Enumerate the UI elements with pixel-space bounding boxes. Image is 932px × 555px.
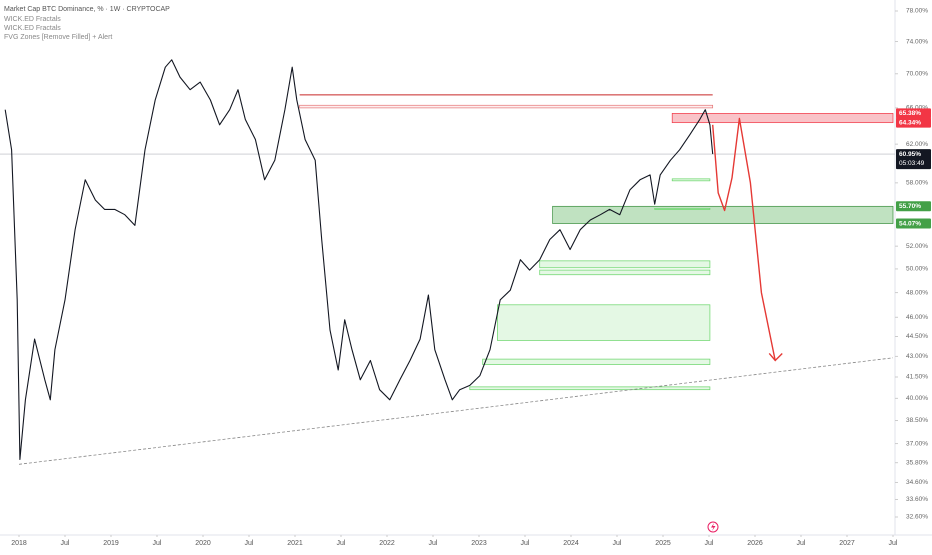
x-tick-label: 2019	[103, 540, 119, 547]
price-label: 55.70%	[899, 203, 921, 210]
projection-path	[712, 117, 776, 361]
y-tick-label: 37.00%	[906, 440, 928, 447]
x-tick-label: Jul	[429, 540, 438, 547]
x-tick-label: Jul	[613, 540, 622, 547]
price-label: 65.38%	[899, 110, 921, 117]
x-tick-label: 2021	[287, 540, 303, 547]
zone	[497, 304, 711, 341]
zone	[482, 358, 711, 365]
plot-layer	[0, 59, 895, 465]
y-tick-label: 41.50%	[906, 374, 928, 381]
y-tick-label: 66.00%	[906, 105, 928, 112]
x-tick-label: 2027	[839, 540, 855, 547]
event-icon-circle	[707, 521, 719, 533]
zone	[539, 260, 711, 269]
x-tick-label: Jul	[337, 540, 346, 547]
y-tick-label: 40.00%	[906, 395, 928, 402]
zone	[671, 113, 894, 124]
y-tick-label: 35.80%	[906, 459, 928, 466]
legend-title: Market Cap BTC Dominance, % · 1W · CRYPT…	[4, 6, 170, 13]
event-icon-bolt	[711, 523, 716, 531]
x-tick-label: Jul	[61, 540, 70, 547]
zone	[671, 178, 711, 182]
x-tick-label: 2024	[563, 540, 579, 547]
x-tick-label: 2018	[11, 540, 27, 547]
y-tick-label: 32.60%	[906, 514, 928, 521]
y-tick-label: 46.00%	[906, 314, 928, 321]
x-tick-label: 2023	[471, 540, 487, 547]
price-label-box	[896, 218, 931, 229]
y-tick-label: 50.00%	[906, 266, 928, 273]
y-tick-label: 33.60%	[906, 496, 928, 503]
indicator-label: WICK.ED Fractals	[4, 16, 61, 23]
price-label-box	[896, 108, 931, 119]
y-tick-label: 78.00%	[906, 8, 928, 15]
price-line	[4, 59, 714, 461]
zone	[552, 205, 894, 224]
event-icon[interactable]	[707, 521, 719, 533]
trendline	[18, 357, 894, 465]
x-tick-label: 2022	[379, 540, 395, 547]
x-tick-label: Jul	[153, 540, 162, 547]
x-tick-label: Jul	[797, 540, 806, 547]
x-tick-label: 2020	[195, 540, 211, 547]
price-label-box	[896, 117, 931, 128]
x-tick-label: Jul	[521, 540, 530, 547]
y-tick-label: 38.50%	[906, 417, 928, 424]
y-tick-label: 70.00%	[906, 70, 928, 77]
price-label: 54.07%	[899, 220, 921, 227]
zone	[539, 269, 711, 276]
y-tick-label: 44.50%	[906, 333, 928, 340]
x-tick-label: Jul	[245, 540, 254, 547]
countdown: 05:03:49	[899, 160, 925, 167]
x-tick-label: Jul	[889, 540, 898, 547]
y-tick-label: 48.00%	[906, 289, 928, 296]
price-label: 64.34%	[899, 119, 921, 126]
x-tick-label: Jul	[705, 540, 714, 547]
price-label: 60.95%	[899, 151, 921, 158]
y-tick-label: 74.00%	[906, 38, 928, 45]
indicator-label: WICK.ED Fractals	[4, 25, 61, 32]
indicator-label: FVG Zones [Remove Filled] + Alert	[4, 34, 112, 41]
price-label-box	[896, 201, 931, 212]
y-tick-label: 34.60%	[906, 479, 928, 486]
y-tick-label: 62.00%	[906, 141, 928, 148]
zone	[469, 386, 711, 391]
price-label-box	[896, 149, 931, 170]
y-tick-label: 43.00%	[906, 353, 928, 360]
y-tick-label: 52.00%	[906, 243, 928, 250]
zone	[654, 208, 711, 210]
x-tick-label: 2025	[655, 540, 671, 547]
y-tick-label: 58.00%	[906, 180, 928, 187]
zone	[299, 104, 714, 109]
x-tick-label: 2026	[747, 540, 763, 547]
projection-arrowhead	[768, 352, 783, 362]
